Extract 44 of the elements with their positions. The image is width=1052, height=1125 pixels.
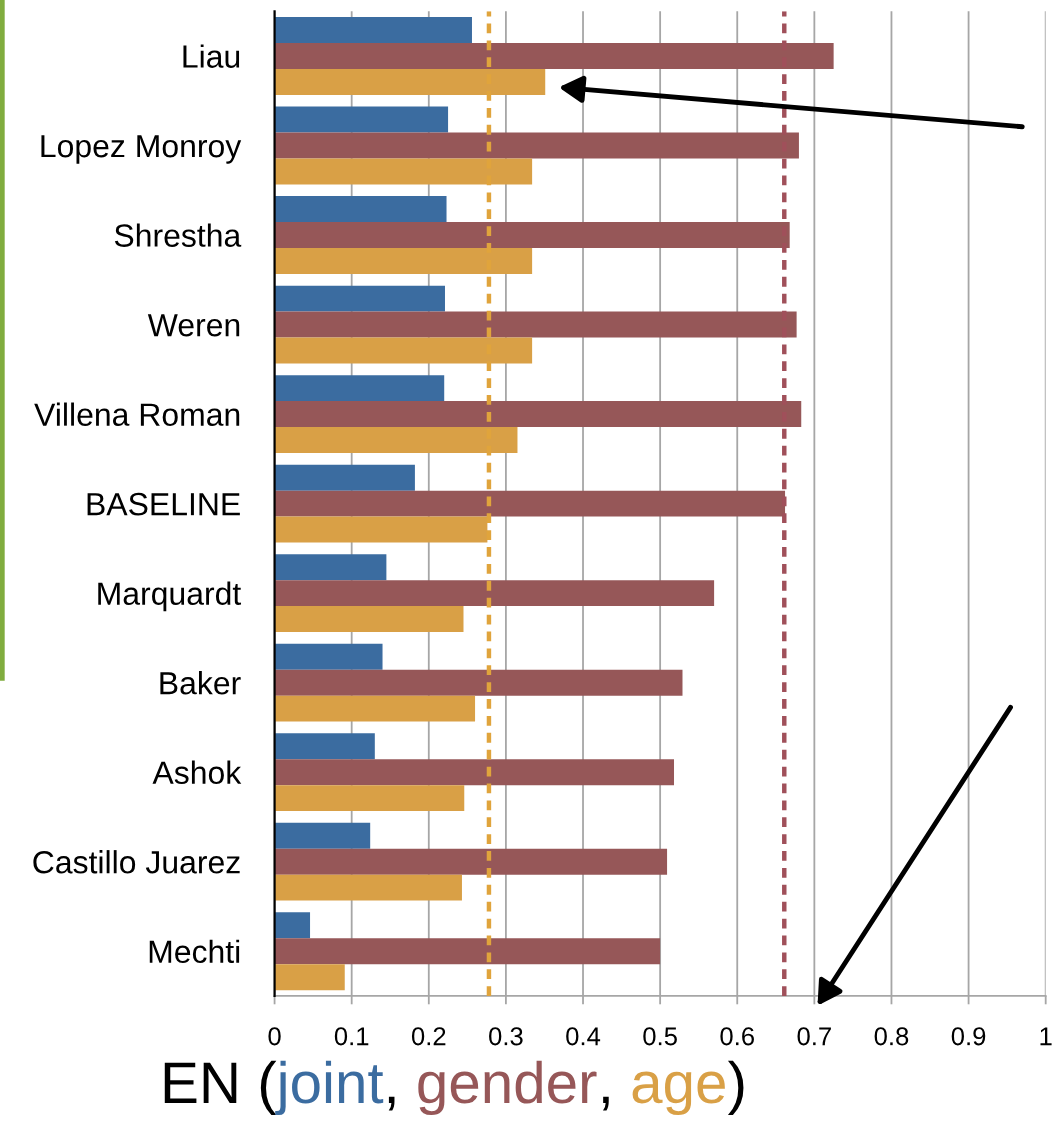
x-tick-label: 0.8 [874,1027,909,1046]
bar [274,938,661,965]
y-tick-label: BASELINE [87,492,240,516]
bar [274,643,383,670]
x-tick-label: 0.2 [411,1027,446,1046]
bar [274,669,683,696]
bar [274,785,465,812]
x-tick-label: 1 [1040,1027,1052,1046]
bar [274,848,668,875]
y-tick-label: Shrestha [114,223,242,247]
text: EN (joint, gender, age) [164,1060,744,1116]
y-tick-label: Mechti [149,939,240,964]
x-tick-label: 0.7 [797,1027,831,1046]
y-tick-label: Ashok [152,760,242,785]
bar [274,733,375,760]
bar [274,695,476,722]
bar [274,606,464,633]
bar [274,285,445,312]
bar [274,580,715,607]
bar [274,106,449,133]
bar [274,196,447,223]
y-tick-label: Liau [183,44,240,68]
x-tick-label: 0.4 [566,1027,601,1046]
bar [274,822,371,849]
x-tick-label: 0.9 [951,1027,986,1046]
y-tick-label: Lopez Monroy [41,135,242,164]
bar [274,554,387,581]
bar [274,17,472,44]
bar [274,464,415,491]
x-tick-label: 0.1 [334,1027,369,1046]
bar [274,964,345,991]
x-tick-label: 0.6 [720,1027,754,1046]
bar [274,912,311,939]
bar [274,874,462,901]
x-tick-label: 0 [268,1027,281,1046]
y-tick-label: Castillo Juarez [33,850,240,874]
y-tick-label: Villena Roman [34,402,240,426]
bar [274,759,675,786]
y-tick-label: Weren [147,314,240,337]
y-tick-label: Baker [160,671,241,695]
y-tick-label: Marquardt [98,581,242,612]
x-tick-label: 0.5 [643,1027,677,1046]
bar [274,375,445,402]
x-tick-label: 0.3 [489,1027,523,1046]
